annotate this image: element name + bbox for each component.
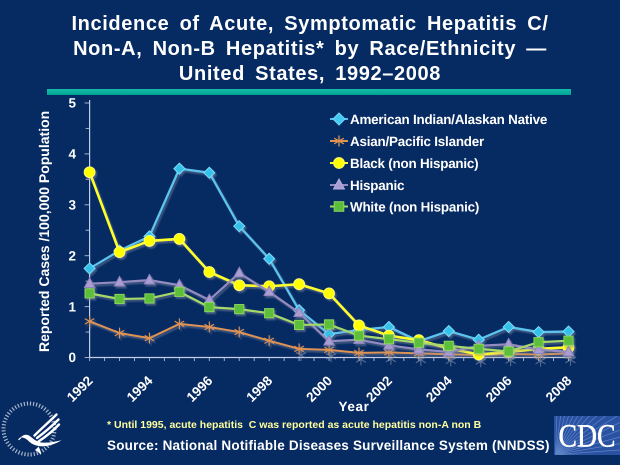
- svg-text:3: 3: [68, 198, 76, 213]
- svg-text:1996: 1996: [184, 373, 216, 405]
- svg-text:Hispanic: Hispanic: [350, 178, 405, 193]
- svg-text:1998: 1998: [243, 373, 275, 405]
- svg-text:Year: Year: [339, 399, 370, 414]
- svg-text:2004: 2004: [423, 373, 455, 405]
- svg-text:4: 4: [68, 147, 76, 162]
- svg-text:American Indian/Alaskan Native: American Indian/Alaskan Native: [350, 112, 547, 127]
- svg-text:2008: 2008: [543, 373, 575, 405]
- svg-text:5: 5: [68, 96, 76, 111]
- svg-text:1994: 1994: [124, 373, 156, 405]
- svg-text:2: 2: [68, 248, 76, 263]
- svg-text:Asian/Pacific Islander: Asian/Pacific Islander: [350, 134, 485, 149]
- svg-text:1: 1: [68, 299, 76, 314]
- svg-text:0: 0: [68, 350, 76, 365]
- svg-text:Black (non Hispanic): Black (non Hispanic): [350, 156, 478, 171]
- svg-text:CDC: CDC: [559, 419, 616, 455]
- svg-text:White (non Hispanic): White (non Hispanic): [350, 200, 479, 215]
- svg-text:2000: 2000: [303, 373, 335, 405]
- svg-text:2006: 2006: [483, 373, 515, 405]
- svg-text:Reported Cases /100,000 Popula: Reported Cases /100,000 Population: [36, 111, 52, 352]
